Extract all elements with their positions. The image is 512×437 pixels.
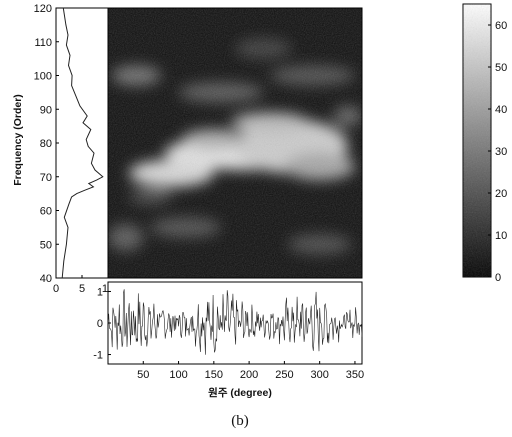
spectrum-y-tick-label: 50	[40, 239, 52, 251]
signal-panel: -1 0 1 50 100 150 200 250 300 350 원주 (degree)	[93, 281, 364, 399]
spectrum-y-tick-label: 100	[34, 71, 52, 83]
signal-x-tick-label: 200	[240, 369, 258, 381]
colorbar-tick-label: 30	[495, 146, 507, 158]
signal-y-tick-label: 1	[97, 286, 103, 298]
signal-x-tick-label: 250	[275, 369, 293, 381]
heatmap-grain	[108, 8, 362, 278]
colorbar-tick-label: 60	[495, 20, 507, 32]
y-axis-label: Frequency (Order)	[12, 94, 24, 186]
colorbar-tick-label: 50	[495, 62, 507, 74]
signal-y-tick-label: -1	[93, 350, 103, 362]
signal-x-tick-label: 50	[137, 369, 149, 381]
spectrum-y-tick-label: 60	[40, 206, 52, 218]
colorbar-grain	[463, 4, 491, 277]
signal-x-tick-label: 350	[346, 369, 364, 381]
spectrum-y-tick-label: 90	[40, 104, 52, 116]
signal-x-ticks: 50 100 150 200 250 300 350	[137, 361, 364, 381]
colorbar-tick-label: 10	[495, 230, 507, 242]
spectrum-frame	[55, 7, 109, 279]
spectrum-x-tick-label: 0	[53, 283, 59, 295]
spectrum-y-tick-label: 40	[40, 273, 52, 285]
colorbar-tick-label: 20	[495, 188, 507, 200]
colorbar-ticks: 0 10 20 30 40 50 60	[488, 20, 507, 284]
colorbar-tick-label: 0	[495, 272, 501, 284]
signal-line	[107, 289, 363, 355]
signal-x-tick-label: 100	[169, 369, 187, 381]
heatmap-panel	[107, 7, 363, 279]
spectrum-y-ticks: 40 50 60 70 80 90 100 110 120	[34, 3, 59, 285]
signal-x-tick-label: 300	[310, 369, 328, 381]
colorbar-tick-label: 40	[495, 104, 507, 116]
spectrum-x-tick-label: 5	[79, 283, 85, 295]
heatmap-frame	[107, 7, 363, 279]
spectrum-y-tick-label: 120	[34, 3, 52, 15]
signal-y-tick-label: 0	[97, 318, 103, 330]
spectrum-y-tick-label: 70	[40, 172, 52, 184]
x-axis-label: 원주 (degree)	[208, 386, 272, 399]
colorbar: 0 10 20 30 40 50 60	[462, 3, 507, 284]
spectrum-y-tick-label: 110	[34, 37, 52, 49]
signal-frame	[107, 281, 363, 365]
spectrum-line	[61, 7, 104, 279]
signal-x-tick-label: 150	[205, 369, 223, 381]
spectrum-y-tick-label: 80	[40, 138, 52, 150]
figure-caption: (b)	[231, 413, 249, 429]
signal-y-ticks: -1 0 1	[93, 286, 111, 362]
